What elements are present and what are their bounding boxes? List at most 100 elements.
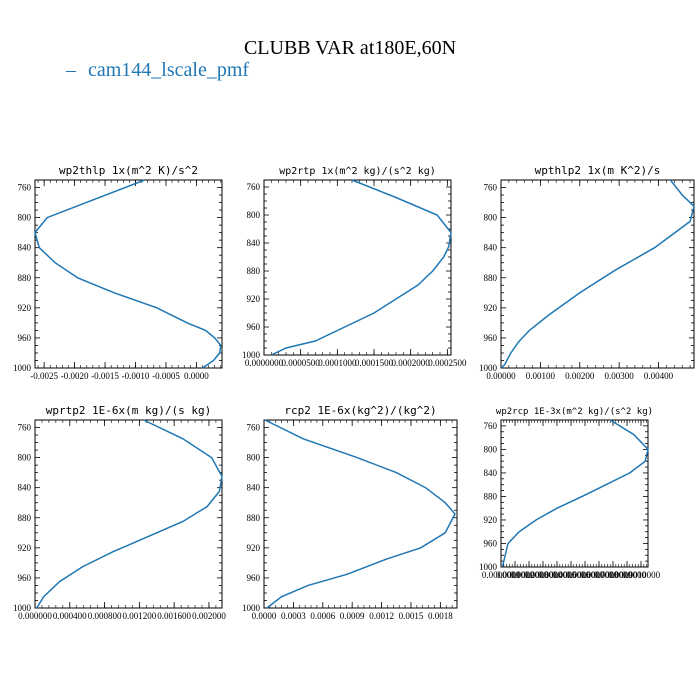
x-tick-label: 0.001600 bbox=[157, 611, 191, 621]
y-tick-label: 920 bbox=[18, 543, 32, 553]
y-tick-label: 960 bbox=[484, 333, 498, 343]
x-tick-label: 0.0008000 bbox=[594, 570, 633, 580]
x-tick-label: 0.0002000 bbox=[392, 358, 431, 368]
x-tick-label: 0.0002500 bbox=[428, 358, 467, 368]
x-tick-label: -0.0015 bbox=[91, 371, 119, 381]
y-tick-label: 920 bbox=[484, 515, 498, 525]
y-tick-label: 1000 bbox=[13, 363, 32, 373]
figure-title: CLUBB VAR at180E,60N bbox=[244, 37, 456, 59]
panel-title: wprtp2 1E-6x(m kg)/(s kg) bbox=[46, 404, 212, 417]
y-tick-label: 920 bbox=[247, 543, 261, 553]
panel-title: wpthlp2 1x(m K^2)/s bbox=[535, 164, 661, 177]
panels: wp2thlp 1x(m^2 K)/s^2 760 800 840 880 920 960 1… bbox=[13, 164, 695, 621]
y-tick-label: 800 bbox=[18, 213, 32, 223]
series-line bbox=[270, 179, 452, 356]
x-tick-label: 0.0006000 bbox=[566, 570, 605, 580]
y-tick-label: 1000 bbox=[242, 603, 261, 613]
y-tick-label: 840 bbox=[247, 238, 261, 248]
x-tick-label: 0.0012 bbox=[369, 611, 394, 621]
x-tick-label: 0.0003000 bbox=[524, 570, 563, 580]
series-line bbox=[501, 419, 649, 568]
x-tick-label: 0.000000 bbox=[18, 611, 52, 621]
x-tick-label: 0.00100 bbox=[526, 371, 556, 381]
panel-4: wprtp2 1E-6x(m kg)/(s kg) 760 800 840 880 920… bbox=[13, 404, 226, 621]
x-tick-label: 0.000800 bbox=[88, 611, 122, 621]
panel-6: wp2rcp 1E-3x(m^2 kg)/(s^2 kg) 760 800 840 88… bbox=[479, 407, 661, 580]
panel-3: wpthlp2 1x(m K^2)/s 760 800 840 880 920 960 100… bbox=[479, 164, 695, 381]
series-line bbox=[36, 419, 223, 609]
x-tick-label: 0.0000 bbox=[252, 611, 277, 621]
y-tick-label: 960 bbox=[247, 573, 261, 583]
x-tick-label: 0.00400 bbox=[644, 371, 674, 381]
y-tick-label: 880 bbox=[18, 273, 32, 283]
plot-frame bbox=[500, 179, 695, 369]
plot-frame bbox=[263, 179, 452, 356]
x-tick-label: 0.0000000 bbox=[482, 570, 521, 580]
x-tick-label: -0.0020 bbox=[61, 371, 89, 381]
series-line bbox=[264, 419, 456, 609]
x-tick-label: 0.0009000 bbox=[608, 570, 647, 580]
series-line bbox=[34, 179, 222, 369]
y-tick-label: 880 bbox=[247, 513, 261, 523]
series-line bbox=[500, 179, 695, 369]
y-tick-label: 960 bbox=[484, 538, 498, 548]
legend-label: cam144_lscale_pmf bbox=[88, 59, 249, 81]
x-tick-label: 0.0004000 bbox=[538, 570, 577, 580]
x-tick-label: 0.000400 bbox=[53, 611, 87, 621]
y-tick-label: 920 bbox=[484, 303, 498, 313]
y-tick-label: 760 bbox=[484, 421, 498, 431]
y-tick-label: 800 bbox=[484, 213, 498, 223]
plot-frame bbox=[34, 419, 223, 609]
x-tick-label: -0.0025 bbox=[30, 371, 58, 381]
legend-dash: – bbox=[65, 59, 77, 81]
x-tick-label: 0.0006 bbox=[310, 611, 335, 621]
y-tick-label: 960 bbox=[247, 322, 261, 332]
x-tick-label: 0.0009 bbox=[340, 611, 365, 621]
y-tick-label: 760 bbox=[247, 423, 261, 433]
y-tick-label: 840 bbox=[18, 243, 32, 253]
x-tick-label: 0.00000 bbox=[486, 371, 516, 381]
y-tick-label: 880 bbox=[247, 266, 261, 276]
y-tick-label: 1000 bbox=[479, 562, 498, 572]
y-tick-label: 840 bbox=[18, 483, 32, 493]
x-tick-label: 0.0007000 bbox=[580, 570, 619, 580]
x-tick-label: 0.002000 bbox=[192, 611, 226, 621]
plot-frame bbox=[500, 419, 649, 568]
plot-frame bbox=[263, 419, 458, 609]
y-tick-label: 760 bbox=[18, 423, 32, 433]
panel-title: wp2thlp 1x(m^2 K)/s^2 bbox=[59, 164, 198, 177]
panel-title: rcp2 1E-6x(kg^2)/(kg^2) bbox=[284, 404, 436, 417]
y-tick-label: 880 bbox=[18, 513, 32, 523]
panel-2: wp2rtp 1x(m^2 kg)/(s^2 kg) 760 800 840 880 92… bbox=[242, 166, 467, 368]
y-tick-label: 800 bbox=[247, 453, 261, 463]
x-tick-label: 0.0001500 bbox=[355, 358, 394, 368]
y-tick-label: 800 bbox=[18, 453, 32, 463]
x-tick-label: 0.0000500 bbox=[282, 358, 321, 368]
y-tick-label: 800 bbox=[484, 444, 498, 454]
x-tick-label: 0.001200 bbox=[122, 611, 156, 621]
x-tick-label: 0.00200 bbox=[565, 371, 595, 381]
y-tick-label: 880 bbox=[484, 491, 498, 501]
panel-title: wp2rcp 1E-3x(m^2 kg)/(s^2 kg) bbox=[496, 407, 653, 417]
y-tick-label: 1000 bbox=[13, 603, 32, 613]
y-tick-label: 880 bbox=[484, 273, 498, 283]
x-tick-label: 0.0001000 bbox=[496, 570, 535, 580]
panel-5: rcp2 1E-6x(kg^2)/(kg^2) 760 800 840 880 920 96… bbox=[242, 404, 458, 621]
y-tick-label: 800 bbox=[247, 210, 261, 220]
x-tick-label: 0.0010000 bbox=[622, 570, 661, 580]
panel-title: wp2rtp 1x(m^2 kg)/(s^2 kg) bbox=[279, 166, 436, 177]
y-tick-label: 1000 bbox=[479, 363, 498, 373]
x-tick-label: 0.00300 bbox=[605, 371, 635, 381]
legend: – cam144_lscale_pmf bbox=[65, 59, 249, 81]
x-tick-label: -0.0005 bbox=[152, 371, 180, 381]
y-tick-label: 760 bbox=[247, 182, 261, 192]
y-tick-label: 920 bbox=[247, 294, 261, 304]
x-tick-label: -0.0010 bbox=[122, 371, 150, 381]
x-tick-label: 0.0003 bbox=[281, 611, 306, 621]
y-tick-label: 960 bbox=[18, 333, 32, 343]
plot-frame bbox=[34, 179, 223, 369]
y-tick-label: 960 bbox=[18, 573, 32, 583]
x-tick-label: 0.0018 bbox=[428, 611, 453, 621]
x-tick-label: 0.0001000 bbox=[318, 358, 357, 368]
